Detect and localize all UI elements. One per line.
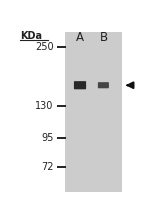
FancyBboxPatch shape bbox=[74, 81, 86, 89]
Bar bbox=[65, 32, 122, 192]
FancyBboxPatch shape bbox=[98, 82, 109, 88]
Text: A: A bbox=[76, 31, 84, 44]
Text: 250: 250 bbox=[35, 42, 54, 52]
Text: B: B bbox=[100, 31, 108, 44]
Text: 72: 72 bbox=[41, 162, 54, 172]
Text: KDa: KDa bbox=[20, 31, 42, 41]
Text: 95: 95 bbox=[41, 133, 54, 143]
Text: 130: 130 bbox=[35, 101, 54, 111]
